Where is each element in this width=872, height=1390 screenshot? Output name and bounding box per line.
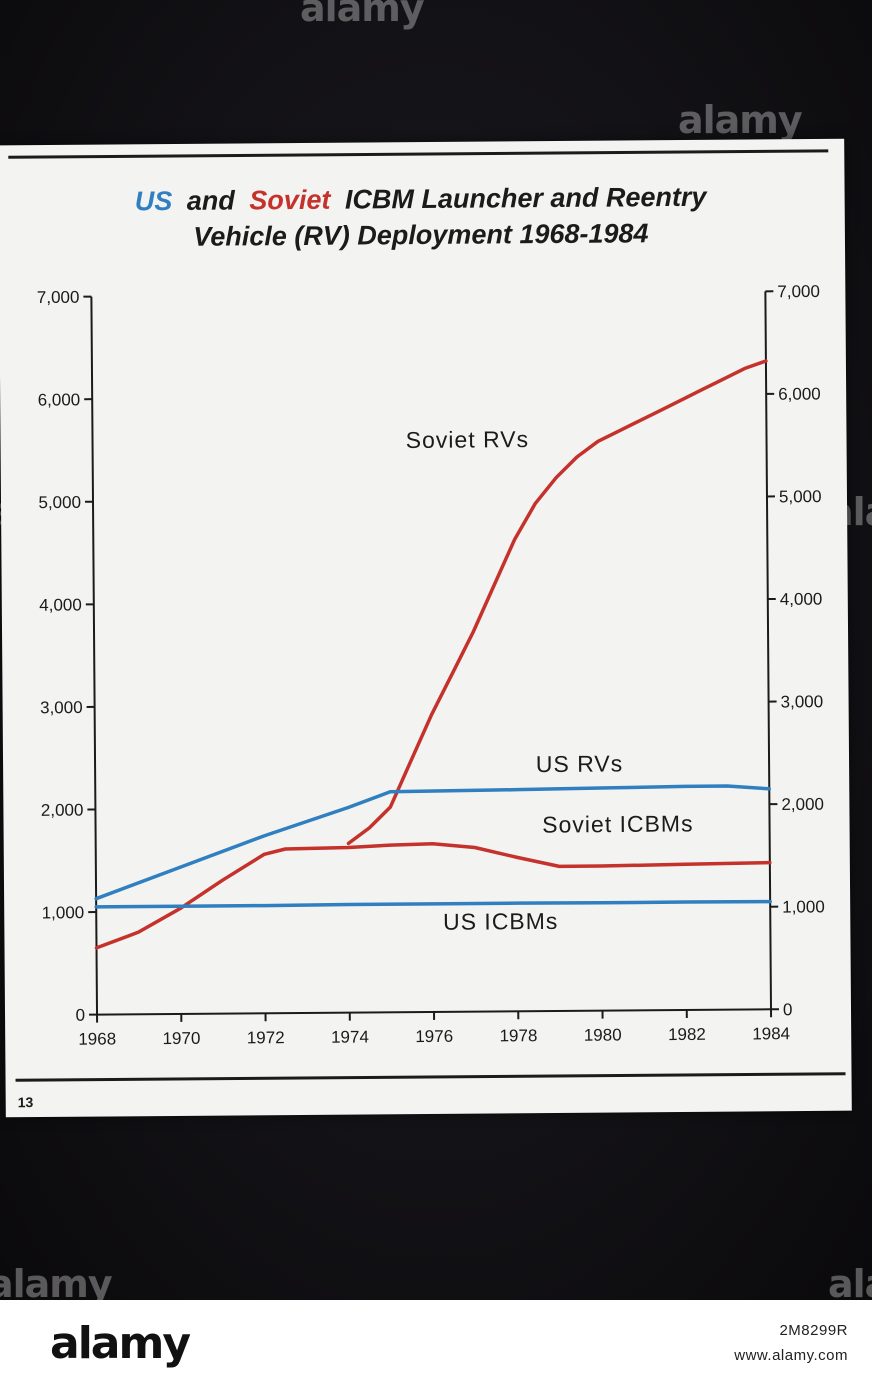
title-soviet: Soviet bbox=[249, 185, 331, 216]
x-tick-label: 1968 bbox=[78, 1029, 116, 1048]
top-rule bbox=[8, 149, 829, 159]
series-labels: Soviet RVs US RVs Soviet ICBMs US ICBMs bbox=[406, 426, 694, 935]
x-tick-label: 1974 bbox=[331, 1027, 369, 1046]
page-number: 13 bbox=[18, 1094, 34, 1110]
soviet-icbms-line bbox=[94, 841, 772, 950]
y-tick-label-left: 1,000 bbox=[42, 903, 85, 922]
y-tick-label-right: 0 bbox=[783, 1000, 793, 1019]
y-tick-label-left: 5,000 bbox=[38, 493, 81, 512]
y-tick-label-right: 4,000 bbox=[780, 590, 823, 609]
y-tick-label-right: 5,000 bbox=[779, 487, 822, 506]
y-tick-label-left: 2,000 bbox=[41, 801, 84, 820]
axes: 0 1,000 2,000 3,000 4,000 5,000 6,000 7,000 0 1,0… bbox=[37, 282, 825, 1049]
y-axis-left bbox=[90, 296, 99, 1015]
chart-title-line1: US and Soviet ICBM Launcher and Reentry bbox=[135, 182, 709, 217]
y-tick-label-right: 6,000 bbox=[778, 384, 821, 403]
us-icbms-label: US ICBMs bbox=[443, 908, 559, 935]
watermark-bottom-left: alamy bbox=[0, 1262, 113, 1306]
title-and: and bbox=[187, 185, 236, 215]
x-tick-label: 1978 bbox=[499, 1026, 537, 1045]
watermark-bottom-right: alamy bbox=[828, 1262, 872, 1306]
x-tick-label: 1972 bbox=[247, 1028, 285, 1047]
x-tick-label: 1982 bbox=[668, 1025, 706, 1044]
y-tick-label-left: 4,000 bbox=[39, 595, 82, 614]
x-tick-label: 1976 bbox=[415, 1027, 453, 1046]
series-layer bbox=[94, 359, 772, 950]
watermark-upper-right: alamy bbox=[678, 98, 803, 142]
y-tick-label-left: 7,000 bbox=[37, 288, 80, 307]
soviet-rvs-label: Soviet RVs bbox=[406, 426, 530, 453]
line-chart: 13 US and Soviet ICBM Launcher and Reent… bbox=[8, 149, 846, 1110]
bottom-rule bbox=[15, 1072, 846, 1082]
us-rvs-label: US RVs bbox=[536, 750, 624, 777]
footer-brand: alamy bbox=[50, 1318, 191, 1369]
x-tick-label: 1984 bbox=[752, 1024, 790, 1043]
title-rest: ICBM Launcher and Reentry bbox=[345, 182, 709, 215]
title-us: US bbox=[135, 186, 173, 216]
y-tick-label-right: 1,000 bbox=[782, 897, 825, 916]
y-tick-label-right: 7,000 bbox=[777, 282, 820, 301]
y-tick-label-left: 6,000 bbox=[38, 390, 81, 409]
y-axis-right bbox=[764, 291, 773, 1010]
y-tick-label-left: 3,000 bbox=[40, 698, 83, 717]
footer-image-id: 2M8299R bbox=[779, 1322, 848, 1339]
chart-title-line2: Vehicle (RV) Deployment 1968-1984 bbox=[193, 218, 648, 252]
footer-url: www.alamy.com bbox=[734, 1347, 848, 1364]
y-tick-label-right: 2,000 bbox=[781, 795, 824, 814]
y-tick-label-left: 0 bbox=[75, 1006, 85, 1025]
footer-bar bbox=[0, 1300, 872, 1390]
soviet-icbms-label: Soviet ICBMs bbox=[542, 810, 694, 837]
x-tick-label: 1980 bbox=[584, 1025, 622, 1044]
us-icbms-line bbox=[94, 899, 772, 909]
x-tick-label: 1970 bbox=[162, 1029, 200, 1048]
soviet-rvs-line bbox=[346, 359, 768, 846]
y-tick-label-right: 3,000 bbox=[781, 692, 824, 711]
us-rvs-line bbox=[94, 784, 772, 901]
chart-card: 13 US and Soviet ICBM Launcher and Reent… bbox=[0, 138, 852, 1118]
watermark-top: alamy bbox=[300, 0, 425, 30]
